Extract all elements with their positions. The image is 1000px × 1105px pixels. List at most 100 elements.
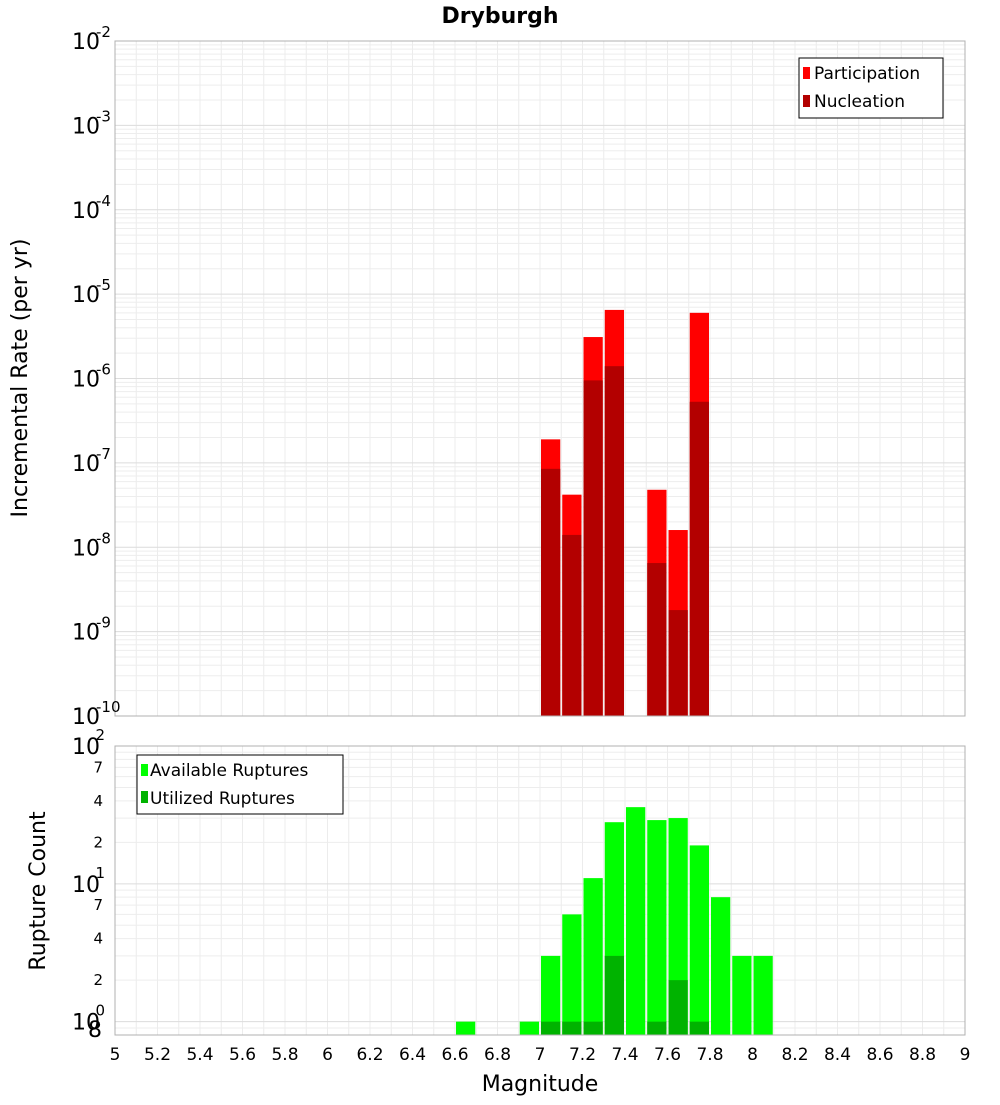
x-tick-label: 7 (535, 1045, 546, 1065)
bar-utilized-ruptures (541, 1021, 561, 1035)
bar-utilized-ruptures (668, 980, 688, 1035)
x-tick-label: 9 (960, 1045, 971, 1065)
tick-base: 10 (72, 735, 100, 760)
legend-swatch-available-ruptures (141, 764, 148, 776)
tick-base: 10 (72, 536, 100, 561)
top-y-axis-label: Incremental Rate (per yr) (8, 239, 33, 518)
x-tick-label: 8 (747, 1045, 758, 1065)
top-y-tick-label: 10-9 (72, 614, 111, 646)
bar-available-ruptures (519, 1021, 539, 1035)
legend-swatch-nucleation (803, 95, 810, 107)
x-tick-label: 6.6 (441, 1045, 468, 1065)
bar-available-ruptures (711, 897, 731, 1035)
tick-base: 10 (72, 621, 100, 646)
tick-exponent: -2 (96, 23, 111, 41)
top-y-tick-label: 10-5 (72, 276, 111, 308)
bottom-plot-bars (456, 807, 773, 1035)
bottom-legend: Available Ruptures Utilized Ruptures (136, 754, 344, 815)
bar-utilized-ruptures (647, 1021, 667, 1035)
x-tick-label: 7.8 (696, 1045, 723, 1065)
top-y-tick-label: 10-6 (72, 361, 111, 393)
tick-minor: 7 (93, 896, 103, 914)
x-tick-label: 6.4 (399, 1045, 426, 1065)
legend-swatch-utilized-ruptures (141, 791, 148, 803)
bar-nucleation (689, 401, 709, 716)
tick-exponent: -9 (96, 614, 111, 632)
tick-exponent: -8 (96, 529, 111, 547)
x-tick-label: 8.6 (866, 1045, 893, 1065)
tick-exponent: -4 (96, 192, 111, 210)
bar-available-ruptures (583, 878, 603, 1035)
bar-available-ruptures (732, 955, 752, 1035)
tick-base: 10 (72, 283, 100, 308)
bottom-y-tick-label: 8 (88, 1018, 102, 1043)
legend-label-participation: Participation (814, 64, 920, 84)
bottom-legend-box (136, 754, 344, 815)
bar-available-ruptures (456, 1021, 476, 1035)
bar-utilized-ruptures (689, 1021, 709, 1035)
bottom-y-tick-label: 2 (93, 833, 103, 851)
bar-nucleation (668, 610, 688, 716)
x-tick-label: 8.8 (909, 1045, 936, 1065)
tick-exponent: 2 (95, 726, 105, 744)
bottom-y-tick-label: 4 (93, 792, 103, 810)
tick-exponent: 0 (95, 1002, 105, 1020)
tick-exponent: -3 (96, 107, 111, 125)
tick-exponent: -6 (96, 361, 111, 379)
tick-base: 10 (72, 114, 100, 139)
top-y-tick-label: 10-7 (72, 445, 111, 477)
x-axis-label: Magnitude (482, 1072, 599, 1097)
bar-available-ruptures (647, 820, 667, 1035)
tick-minor: 8 (88, 1018, 102, 1043)
bar-available-ruptures (562, 914, 582, 1035)
top-plot-frame (114, 40, 966, 717)
bottom-plot-frame (114, 745, 966, 1036)
x-tick-label: 6 (322, 1045, 333, 1065)
tick-exponent: -7 (96, 445, 111, 463)
top-y-tick-label: 10-3 (72, 107, 111, 139)
bar-available-ruptures (541, 955, 561, 1035)
tick-minor: 7 (93, 758, 103, 776)
tick-base: 10 (72, 873, 100, 898)
tick-exponent: 1 (95, 864, 105, 882)
x-tick-label: 5.4 (186, 1045, 213, 1065)
x-tick-label: 7.2 (569, 1045, 596, 1065)
top-y-tick-label: 10-8 (72, 529, 111, 561)
legend-label-available-ruptures: Available Ruptures (150, 761, 308, 781)
bar-nucleation (583, 380, 603, 716)
x-tick-label: 6.8 (484, 1045, 511, 1065)
bar-nucleation (562, 534, 582, 716)
bar-nucleation (647, 563, 667, 716)
top-plot-bars (541, 309, 709, 716)
bottom-y-tick-label: 7 (93, 758, 103, 776)
bar-utilized-ruptures (583, 1021, 603, 1035)
tick-minor: 4 (93, 792, 103, 810)
tick-minor: 2 (93, 833, 103, 851)
bottom-y-tick-label: 102 (72, 726, 105, 760)
tick-base: 10 (72, 1011, 100, 1036)
bottom-y-tick-label: 7 (93, 896, 103, 914)
legend-swatch-participation (803, 67, 810, 79)
x-tick-label: 7.6 (654, 1045, 681, 1065)
x-tick-label: 6.2 (356, 1045, 383, 1065)
bottom-y-tick-label: 100 (72, 1002, 105, 1036)
x-tick-label: 5.6 (229, 1045, 256, 1065)
legend-label-utilized-ruptures: Utilized Ruptures (150, 789, 295, 809)
bar-available-ruptures (626, 807, 646, 1035)
bar-available-ruptures (753, 955, 773, 1035)
tick-base: 10 (72, 199, 100, 224)
bar-available-ruptures (689, 845, 709, 1035)
bottom-y-tick-label: 4 (93, 930, 103, 948)
tick-base: 10 (72, 368, 100, 393)
tick-exponent: -10 (96, 698, 121, 716)
tick-minor: 2 (93, 971, 103, 989)
x-tick-label: 5 (110, 1045, 121, 1065)
tick-base: 10 (72, 452, 100, 477)
bottom-y-tick-label: 101 (72, 864, 105, 898)
top-legend-box (798, 57, 944, 119)
bar-utilized-ruptures (604, 955, 624, 1035)
top-y-tick-label: 10-4 (72, 192, 111, 224)
top-y-tick-label: 10-2 (72, 23, 111, 55)
